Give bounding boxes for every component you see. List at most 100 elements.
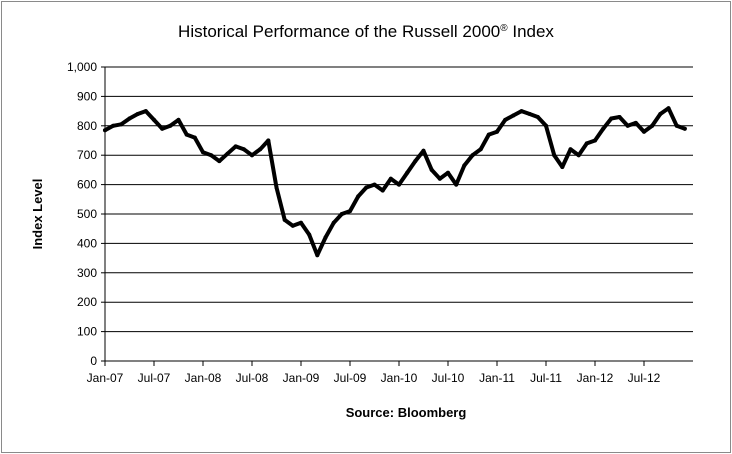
data-point — [192, 135, 197, 140]
data-point — [160, 126, 165, 131]
data-point — [642, 129, 646, 134]
data-point — [535, 115, 540, 119]
data-point — [241, 147, 246, 152]
data-point — [217, 159, 222, 164]
data-point — [168, 123, 173, 128]
data-point — [380, 188, 385, 193]
x-tick-label: Jul-11 — [530, 371, 562, 385]
x-tick-label: Jul-08 — [236, 371, 269, 385]
data-point — [266, 138, 271, 143]
data-point — [119, 122, 124, 127]
y-tick-label: 300 — [77, 266, 97, 280]
data-point — [446, 170, 450, 175]
y-axis-ticks: 0 100 200 300 400 500 600 700 800 900 1,000 — [67, 60, 105, 368]
x-tick-label: Jan-07 — [87, 371, 124, 385]
x-tick-label: Jan-09 — [283, 371, 320, 385]
data-point — [674, 123, 679, 128]
data-point — [250, 153, 254, 158]
gridlines — [105, 66, 693, 333]
data-point — [225, 151, 230, 156]
x-tick-label: Jan-12 — [577, 371, 614, 385]
data-point — [274, 185, 279, 190]
data-point — [527, 112, 532, 116]
x-tick-label: Jul-09 — [334, 371, 367, 385]
data-point — [103, 128, 107, 133]
data-point — [372, 182, 377, 187]
data-point — [152, 117, 156, 122]
data-point — [560, 165, 565, 169]
data-point — [601, 126, 606, 131]
data-point — [486, 132, 491, 137]
y-tick-label: 1,000 — [67, 60, 97, 74]
x-tick-label: Jul-07 — [138, 371, 171, 385]
data-point — [201, 150, 205, 155]
data-point — [495, 129, 499, 134]
y-tick-label: 700 — [77, 148, 97, 162]
y-tick-label: 200 — [77, 295, 97, 309]
chart-title: Historical Performance of the Russell 20… — [178, 22, 554, 41]
data-point — [331, 220, 336, 225]
x-axis-label: Source: Bloomberg — [346, 405, 467, 420]
data-point — [625, 123, 630, 128]
data-point — [478, 147, 483, 152]
y-axis-label: Index Level — [30, 179, 45, 250]
data-point — [282, 217, 287, 222]
data-point — [454, 182, 459, 187]
data-point — [299, 220, 303, 225]
data-point — [111, 123, 116, 128]
data-point — [650, 123, 655, 128]
data-point — [617, 115, 622, 119]
data-point — [339, 212, 344, 216]
data-point — [233, 144, 238, 149]
data-point — [593, 138, 597, 143]
x-tick-label: Jan-10 — [381, 371, 418, 385]
y-tick-label: 0 — [90, 354, 97, 368]
x-axis-ticks: Jan-07 Jul-07 Jan-08 Jul-08 Jan-09 Jul-09 Jan-… — [87, 361, 661, 385]
series-points — [103, 106, 687, 258]
data-point — [258, 147, 263, 152]
data-point — [307, 232, 312, 237]
data-point — [552, 153, 557, 158]
data-point — [184, 132, 189, 137]
x-tick-label: Jan-08 — [185, 371, 222, 385]
data-point — [429, 167, 434, 172]
data-point — [421, 148, 426, 153]
data-point — [658, 112, 663, 116]
data-point — [388, 176, 393, 181]
data-point — [356, 194, 361, 199]
data-point — [519, 109, 524, 114]
data-point — [462, 163, 467, 168]
data-point — [176, 117, 181, 122]
data-point — [568, 147, 573, 152]
data-point — [405, 170, 410, 175]
data-point — [584, 141, 589, 146]
data-point — [633, 120, 638, 125]
data-point — [413, 159, 418, 164]
data-point — [135, 112, 140, 116]
data-point — [437, 176, 442, 181]
y-tick-label: 800 — [77, 119, 97, 133]
y-tick-label: 900 — [77, 89, 97, 103]
data-point — [364, 185, 369, 190]
data-point — [323, 235, 328, 240]
data-point — [397, 182, 401, 187]
data-point — [503, 117, 508, 122]
data-point — [470, 153, 475, 158]
x-tick-label: Jan-11 — [479, 371, 515, 385]
y-tick-label: 100 — [77, 325, 97, 339]
data-point — [576, 153, 581, 158]
data-point — [348, 209, 352, 214]
data-point — [127, 116, 132, 121]
y-tick-label: 400 — [77, 236, 97, 250]
data-point — [609, 116, 614, 121]
data-point — [143, 109, 148, 114]
data-point — [315, 253, 320, 258]
data-point — [544, 123, 548, 128]
x-tick-label: Jul-12 — [628, 371, 661, 385]
y-tick-label: 600 — [77, 178, 97, 192]
data-point — [511, 113, 516, 118]
series-line — [103, 106, 687, 258]
data-point — [209, 153, 214, 158]
